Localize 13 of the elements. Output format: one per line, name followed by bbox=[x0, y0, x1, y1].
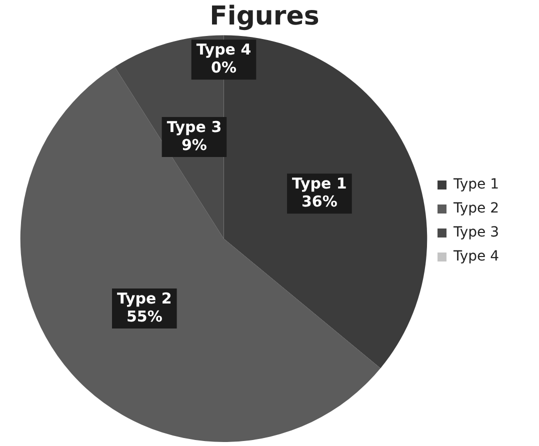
text: 0% bbox=[211, 58, 236, 76]
legend-label: Type 3 bbox=[452, 224, 499, 241]
slice-label: Type 1 bbox=[292, 174, 347, 192]
data-label: 9% bbox=[182, 136, 207, 154]
slice-label: Type 2 bbox=[117, 289, 172, 308]
slice-label: Type 3 bbox=[166, 118, 222, 136]
legend-label: Type 1 bbox=[452, 176, 499, 193]
category-label: Type 4 bbox=[196, 40, 252, 58]
data-label: 55% bbox=[126, 307, 162, 326]
legend-label: Type 2 bbox=[452, 200, 499, 217]
data-label: 36% bbox=[301, 192, 338, 210]
chart-title: Figures bbox=[210, 1, 320, 32]
legend-label: Type 4 bbox=[452, 248, 500, 265]
